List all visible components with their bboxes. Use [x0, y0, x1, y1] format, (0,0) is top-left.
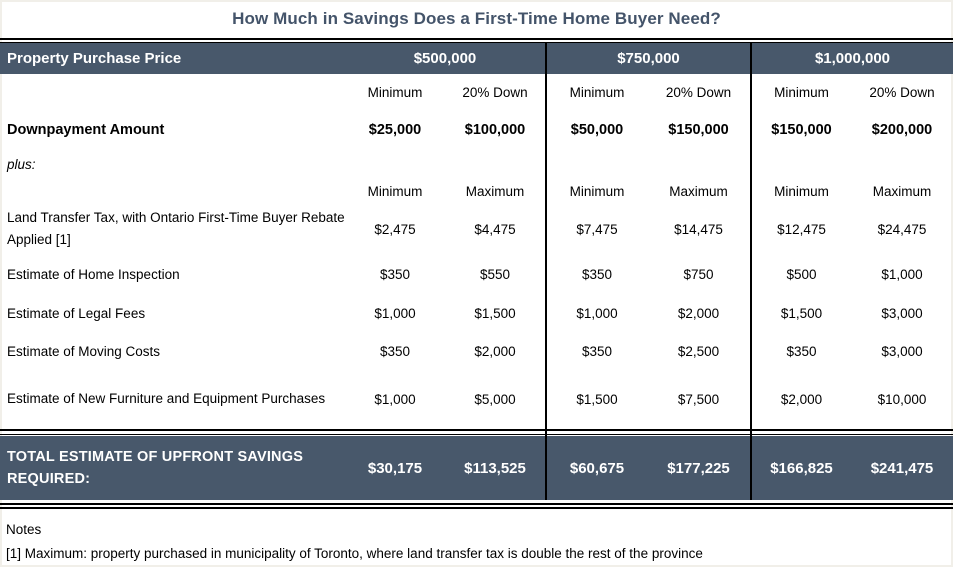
- row-label: Estimate of New Furniture and Equipment …: [7, 391, 326, 407]
- row-label: Estimate of Moving Costs: [7, 344, 161, 359]
- value-cell: $5,000: [474, 391, 516, 407]
- value-cell: $150,000: [750, 111, 851, 149]
- col-subheader: Maximum: [465, 184, 525, 199]
- table-row-moving-costs: Estimate of Moving Costs $350 $2,000 $35…: [0, 332, 953, 371]
- page-title: How Much in Savings Does a First-Time Ho…: [232, 9, 721, 28]
- value-cell: $1,500: [750, 294, 851, 332]
- price-group-1m: $1,000,000: [750, 43, 953, 74]
- value-cell: $2,475: [374, 221, 416, 237]
- total-divider: [0, 427, 953, 436]
- price-group-500k: $500,000: [413, 50, 477, 67]
- col-subheader: Minimum: [545, 179, 647, 204]
- header-label: Property Purchase Price: [7, 50, 182, 67]
- value-cell: $4,475: [474, 221, 516, 237]
- total-value-cell: $241,475: [870, 459, 934, 477]
- bottom-divider: [0, 503, 953, 509]
- value-cell: $2,000: [474, 344, 516, 359]
- empty-cell: [750, 149, 851, 179]
- value-cell: $750: [683, 266, 714, 282]
- total-value-cell: $30,175: [367, 459, 423, 477]
- value-cell: $550: [479, 266, 511, 282]
- value-cell: $500: [750, 254, 851, 294]
- notes-section: Notes [1] Maximum: property purchased in…: [0, 509, 953, 561]
- value-cell: $1,500: [474, 305, 516, 321]
- table-row-land-transfer-tax: Land Transfer Tax, with Ontario First-Ti…: [0, 204, 953, 254]
- row-label: Downpayment Amount: [7, 122, 165, 138]
- value-cell: $350: [545, 332, 647, 371]
- table-row-furniture-equipment: Estimate of New Furniture and Equipment …: [0, 371, 953, 427]
- value-cell: $2,500: [677, 344, 720, 359]
- row-label: Estimate of Home Inspection: [7, 266, 180, 282]
- value-cell: $1,500: [545, 371, 647, 427]
- plus-label: plus:: [7, 156, 36, 172]
- value-cell: $24,475: [877, 221, 927, 237]
- value-cell: $14,475: [674, 221, 723, 237]
- value-cell: $2,000: [677, 305, 720, 321]
- col-subheader: Maximum: [669, 184, 728, 199]
- value-cell: $7,475: [545, 204, 647, 254]
- total-value-cell: $60,675: [545, 436, 647, 500]
- minmax-subheader-row: Minimum Maximum Minimum Maximum Minimum …: [0, 179, 953, 204]
- value-cell: $3,000: [881, 344, 923, 359]
- value-cell: $2,000: [750, 371, 851, 427]
- value-cell: $350: [379, 266, 411, 282]
- value-cell: $350: [545, 254, 647, 294]
- value-cell: $10,000: [877, 391, 927, 407]
- note-1: [1] Maximum: property purchased in munic…: [6, 546, 703, 561]
- col-subheader: Maximum: [872, 184, 932, 199]
- empty-cell: [545, 149, 647, 179]
- col-subheader: Minimum: [545, 74, 647, 111]
- value-cell: $25,000: [368, 122, 422, 138]
- table-row-home-inspection: Estimate of Home Inspection $350 $550 $3…: [0, 254, 953, 294]
- col-subheader: 20% Down: [462, 85, 528, 100]
- total-value-cell: $166,825: [750, 436, 851, 500]
- value-cell: $50,000: [545, 111, 647, 149]
- value-cell: $100,000: [464, 122, 526, 138]
- col-subheader: Minimum: [750, 74, 851, 111]
- value-cell: $3,000: [881, 305, 923, 321]
- table-row-legal-fees: Estimate of Legal Fees $1,000 $1,500 $1,…: [0, 294, 953, 332]
- row-label: Land Transfer Tax, with Ontario First-Ti…: [7, 210, 345, 247]
- value-cell: $7,500: [677, 391, 720, 407]
- plus-row: plus:: [0, 149, 953, 179]
- notes-heading: Notes: [6, 522, 42, 537]
- value-cell: $150,000: [668, 122, 729, 138]
- value-cell: $350: [379, 344, 411, 359]
- value-cell: $12,475: [750, 204, 851, 254]
- value-cell: $1,000: [374, 391, 416, 407]
- price-group-750k: $750,000: [545, 43, 750, 74]
- value-cell: $1,000: [374, 305, 416, 321]
- total-label: TOTAL ESTIMATE OF UPFRONT SAVINGS REQUIR…: [7, 448, 304, 487]
- down-subheader-row: Minimum 20% Down Minimum 20% Down Minimu…: [0, 74, 953, 111]
- price-group-1m-label: $1,000,000: [814, 50, 891, 67]
- col-subheader: Minimum: [367, 85, 423, 100]
- savings-table: Property Purchase Price $500,000 $750,00…: [0, 43, 953, 500]
- price-group-750k-label: $750,000: [617, 50, 680, 67]
- downpayment-row: Downpayment Amount $25,000 $100,000 $50,…: [0, 111, 953, 149]
- total-value-cell: $177,225: [667, 459, 730, 477]
- value-cell: $1,000: [881, 266, 923, 282]
- title-divider: [0, 38, 953, 43]
- col-subheader: Minimum: [750, 179, 851, 204]
- value-cell: $350: [750, 332, 851, 371]
- col-subheader: Minimum: [367, 184, 423, 199]
- value-cell: $1,000: [545, 294, 647, 332]
- table-header-row: Property Purchase Price $500,000 $750,00…: [0, 43, 953, 74]
- total-row: TOTAL ESTIMATE OF UPFRONT SAVINGS REQUIR…: [0, 436, 953, 500]
- row-label: Estimate of Legal Fees: [7, 305, 146, 321]
- col-subheader: 20% Down: [665, 85, 732, 100]
- value-cell: $200,000: [871, 122, 933, 138]
- col-subheader: 20% Down: [869, 85, 935, 100]
- total-value-cell: $113,525: [464, 459, 526, 477]
